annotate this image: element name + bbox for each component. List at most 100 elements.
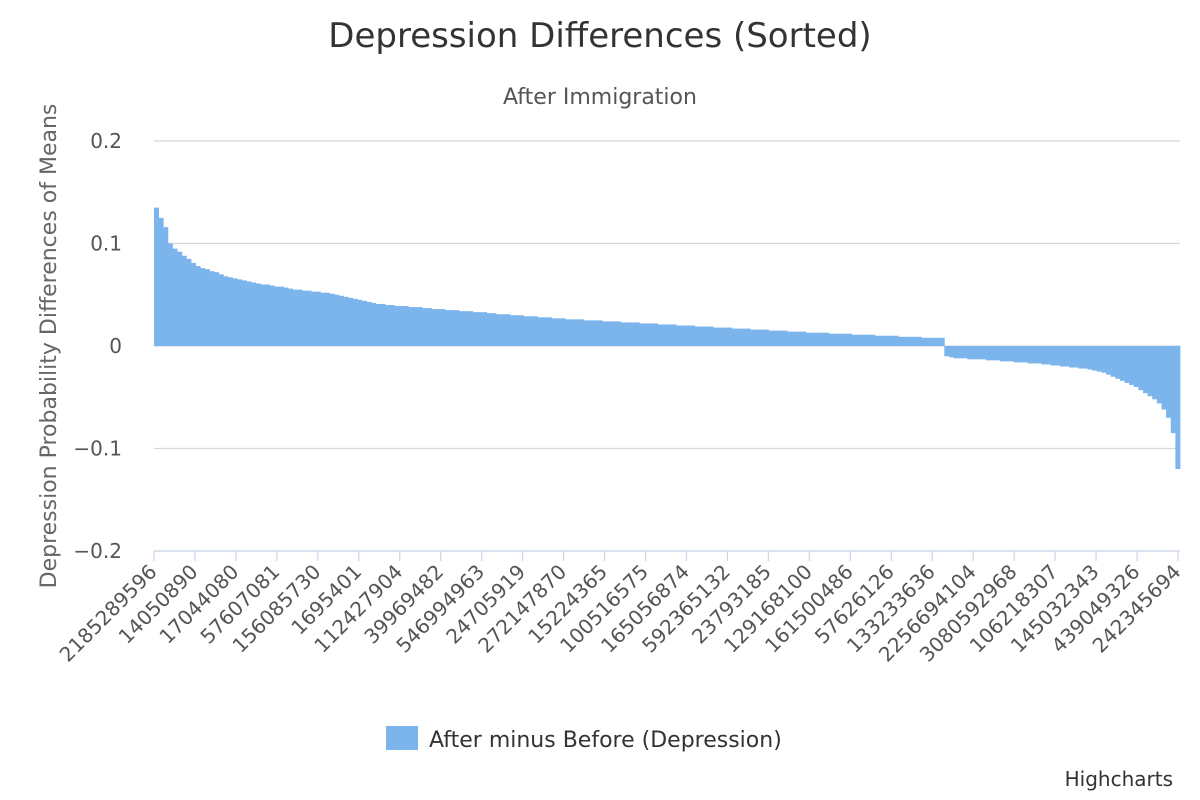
bar[interactable] bbox=[717, 327, 723, 346]
bar[interactable] bbox=[472, 312, 478, 346]
bar[interactable] bbox=[251, 282, 257, 346]
bar[interactable] bbox=[532, 316, 538, 346]
bar[interactable] bbox=[223, 276, 229, 346]
bar[interactable] bbox=[269, 285, 275, 346]
bar[interactable] bbox=[477, 312, 483, 346]
bar[interactable] bbox=[1119, 346, 1125, 381]
bar[interactable] bbox=[1064, 346, 1070, 367]
bar[interactable] bbox=[1045, 346, 1051, 365]
bar[interactable] bbox=[163, 227, 169, 346]
bar[interactable] bbox=[921, 337, 927, 346]
bar[interactable] bbox=[759, 329, 765, 346]
bar[interactable] bbox=[1078, 346, 1084, 369]
bar[interactable] bbox=[856, 334, 862, 346]
bar[interactable] bbox=[1161, 346, 1167, 410]
bar[interactable] bbox=[1143, 346, 1149, 394]
bar[interactable] bbox=[177, 251, 183, 346]
bar[interactable] bbox=[463, 311, 469, 346]
bar[interactable] bbox=[865, 334, 871, 346]
bar[interactable] bbox=[301, 290, 307, 346]
bar[interactable] bbox=[976, 346, 982, 360]
bar[interactable] bbox=[172, 248, 178, 346]
bar[interactable] bbox=[417, 307, 423, 346]
bar[interactable] bbox=[648, 323, 654, 346]
bar[interactable] bbox=[1101, 346, 1107, 373]
bar[interactable] bbox=[546, 317, 552, 346]
bar[interactable] bbox=[1170, 346, 1176, 434]
bar[interactable] bbox=[819, 332, 825, 346]
bar[interactable] bbox=[209, 271, 215, 346]
bar[interactable] bbox=[948, 346, 954, 358]
bar[interactable] bbox=[764, 329, 770, 346]
bar[interactable] bbox=[542, 317, 548, 346]
bar[interactable] bbox=[1129, 346, 1135, 385]
bar[interactable] bbox=[898, 336, 904, 346]
bar[interactable] bbox=[754, 329, 760, 346]
bar[interactable] bbox=[588, 320, 594, 346]
bar[interactable] bbox=[445, 310, 451, 346]
bar[interactable] bbox=[593, 320, 599, 346]
bar[interactable] bbox=[260, 284, 266, 347]
bar[interactable] bbox=[514, 315, 520, 346]
bar[interactable] bbox=[902, 336, 908, 346]
bar[interactable] bbox=[422, 308, 428, 346]
bar[interactable] bbox=[727, 327, 733, 346]
bar[interactable] bbox=[246, 281, 252, 346]
bar[interactable] bbox=[385, 305, 391, 346]
bar[interactable] bbox=[519, 315, 525, 346]
bar[interactable] bbox=[154, 207, 160, 346]
bar[interactable] bbox=[916, 336, 922, 346]
bar[interactable] bbox=[389, 305, 395, 346]
bar[interactable] bbox=[1018, 346, 1024, 363]
bar[interactable] bbox=[264, 284, 270, 347]
bar[interactable] bbox=[1133, 346, 1139, 387]
bar[interactable] bbox=[1059, 346, 1065, 367]
bar[interactable] bbox=[810, 332, 816, 346]
bar[interactable] bbox=[283, 287, 289, 346]
bar[interactable] bbox=[842, 333, 848, 346]
bar[interactable] bbox=[736, 328, 742, 346]
bar[interactable] bbox=[616, 321, 622, 346]
bar[interactable] bbox=[1013, 346, 1019, 363]
bar[interactable] bbox=[888, 335, 894, 346]
bar[interactable] bbox=[583, 320, 589, 346]
bar[interactable] bbox=[403, 306, 409, 346]
bar[interactable] bbox=[1041, 346, 1047, 365]
bar[interactable] bbox=[939, 337, 945, 346]
legend-label[interactable]: After minus Before (Depression) bbox=[429, 728, 782, 753]
bar[interactable] bbox=[454, 310, 460, 346]
bar[interactable] bbox=[218, 274, 224, 346]
bar[interactable] bbox=[528, 316, 534, 346]
bar[interactable] bbox=[1115, 346, 1121, 379]
bar[interactable] bbox=[1022, 346, 1028, 363]
bar[interactable] bbox=[398, 306, 404, 346]
bar[interactable] bbox=[935, 337, 941, 346]
bar[interactable] bbox=[773, 330, 779, 346]
bar[interactable] bbox=[703, 326, 709, 346]
bar[interactable] bbox=[1152, 346, 1158, 400]
bar[interactable] bbox=[768, 330, 774, 346]
bar[interactable] bbox=[995, 346, 1001, 361]
bar[interactable] bbox=[791, 331, 797, 346]
bar[interactable] bbox=[325, 292, 331, 346]
bar[interactable] bbox=[186, 258, 192, 346]
bar[interactable] bbox=[750, 329, 756, 346]
bar[interactable] bbox=[1055, 346, 1061, 366]
bar[interactable] bbox=[861, 334, 867, 346]
bar[interactable] bbox=[676, 325, 682, 347]
bar[interactable] bbox=[1004, 346, 1010, 362]
bar[interactable] bbox=[851, 334, 857, 346]
bar[interactable] bbox=[620, 322, 626, 346]
bar[interactable] bbox=[805, 332, 811, 346]
bar[interactable] bbox=[893, 335, 899, 346]
bar[interactable] bbox=[602, 321, 608, 346]
bar[interactable] bbox=[357, 299, 363, 346]
bar[interactable] bbox=[611, 321, 617, 346]
bar[interactable] bbox=[630, 322, 636, 346]
bar[interactable] bbox=[426, 308, 432, 346]
bar[interactable] bbox=[232, 278, 238, 346]
bar[interactable] bbox=[338, 295, 344, 346]
bar[interactable] bbox=[565, 319, 571, 346]
bar[interactable] bbox=[214, 272, 220, 346]
bar[interactable] bbox=[343, 296, 349, 346]
